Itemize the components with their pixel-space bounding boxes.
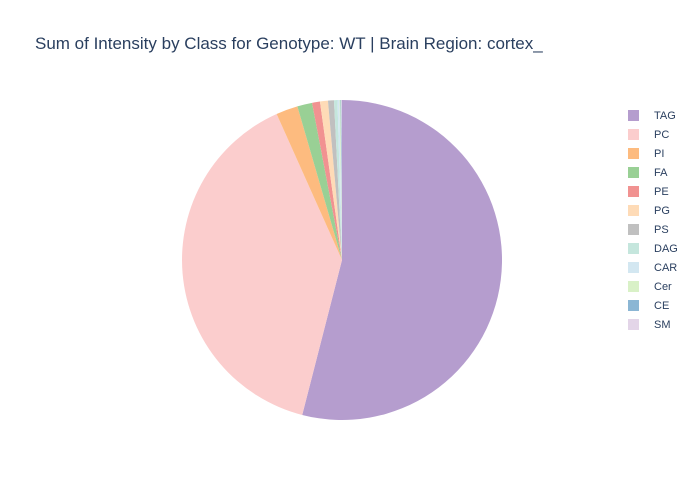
pie-slice-fa[interactable] [297,102,342,260]
legend-item-ps[interactable]: PS [628,220,678,239]
legend-label: Cer [654,280,672,293]
legend-item-fa[interactable]: FA [628,163,678,182]
legend: TAG PC PI FA PE PG PS DAG CAR Cer CE SM [628,106,678,334]
pie-slice-pe[interactable] [312,101,342,260]
legend-item-dag[interactable]: DAG [628,239,678,258]
legend-swatch [628,186,639,197]
legend-swatch [628,110,639,121]
legend-swatch [628,243,639,254]
legend-swatch [628,167,639,178]
pie-slice-ce[interactable] [340,100,342,260]
legend-label: PI [654,147,665,160]
legend-swatch [628,205,639,216]
legend-label: FA [654,166,668,179]
legend-item-car[interactable]: CAR [628,258,678,277]
legend-label: DAG [654,242,678,255]
legend-label: PG [654,204,670,217]
legend-label: PC [654,128,670,141]
legend-label: SM [654,318,671,331]
pie-slice-cer[interactable] [339,100,342,260]
legend-label: CE [654,299,670,312]
pie-slice-car[interactable] [337,100,342,261]
pie-slice-pg[interactable] [319,100,342,261]
legend-label: PE [654,185,669,198]
legend-swatch [628,224,639,235]
legend-label: CAR [654,261,678,274]
legend-swatch [628,281,639,292]
pie-slice-pc[interactable] [182,113,342,415]
legend-label: TAG [654,109,676,122]
chart-title: Sum of Intensity by Class for Genotype: … [35,34,543,53]
legend-item-pg[interactable]: PG [628,201,678,220]
pie-slice-dag[interactable] [333,100,342,260]
legend-swatch [628,148,639,159]
pie-slice-pi[interactable] [276,106,342,260]
legend-item-cer[interactable]: Cer [628,277,678,296]
legend-swatch [628,319,639,330]
pie-slice-sm[interactable] [341,99,342,260]
legend-item-pe[interactable]: PE [628,182,678,201]
legend-swatch [628,300,639,311]
legend-swatch [628,262,639,273]
pie-slice-tag[interactable] [302,99,503,420]
legend-item-pi[interactable]: PI [628,144,678,163]
legend-swatch [628,129,639,140]
pie-slice-ps[interactable] [327,100,342,260]
legend-item-sm[interactable]: SM [628,315,678,334]
legend-item-ce[interactable]: CE [628,296,678,315]
legend-item-pc[interactable]: PC [628,125,678,144]
legend-label: PS [654,223,669,236]
legend-item-tag[interactable]: TAG [628,106,678,125]
